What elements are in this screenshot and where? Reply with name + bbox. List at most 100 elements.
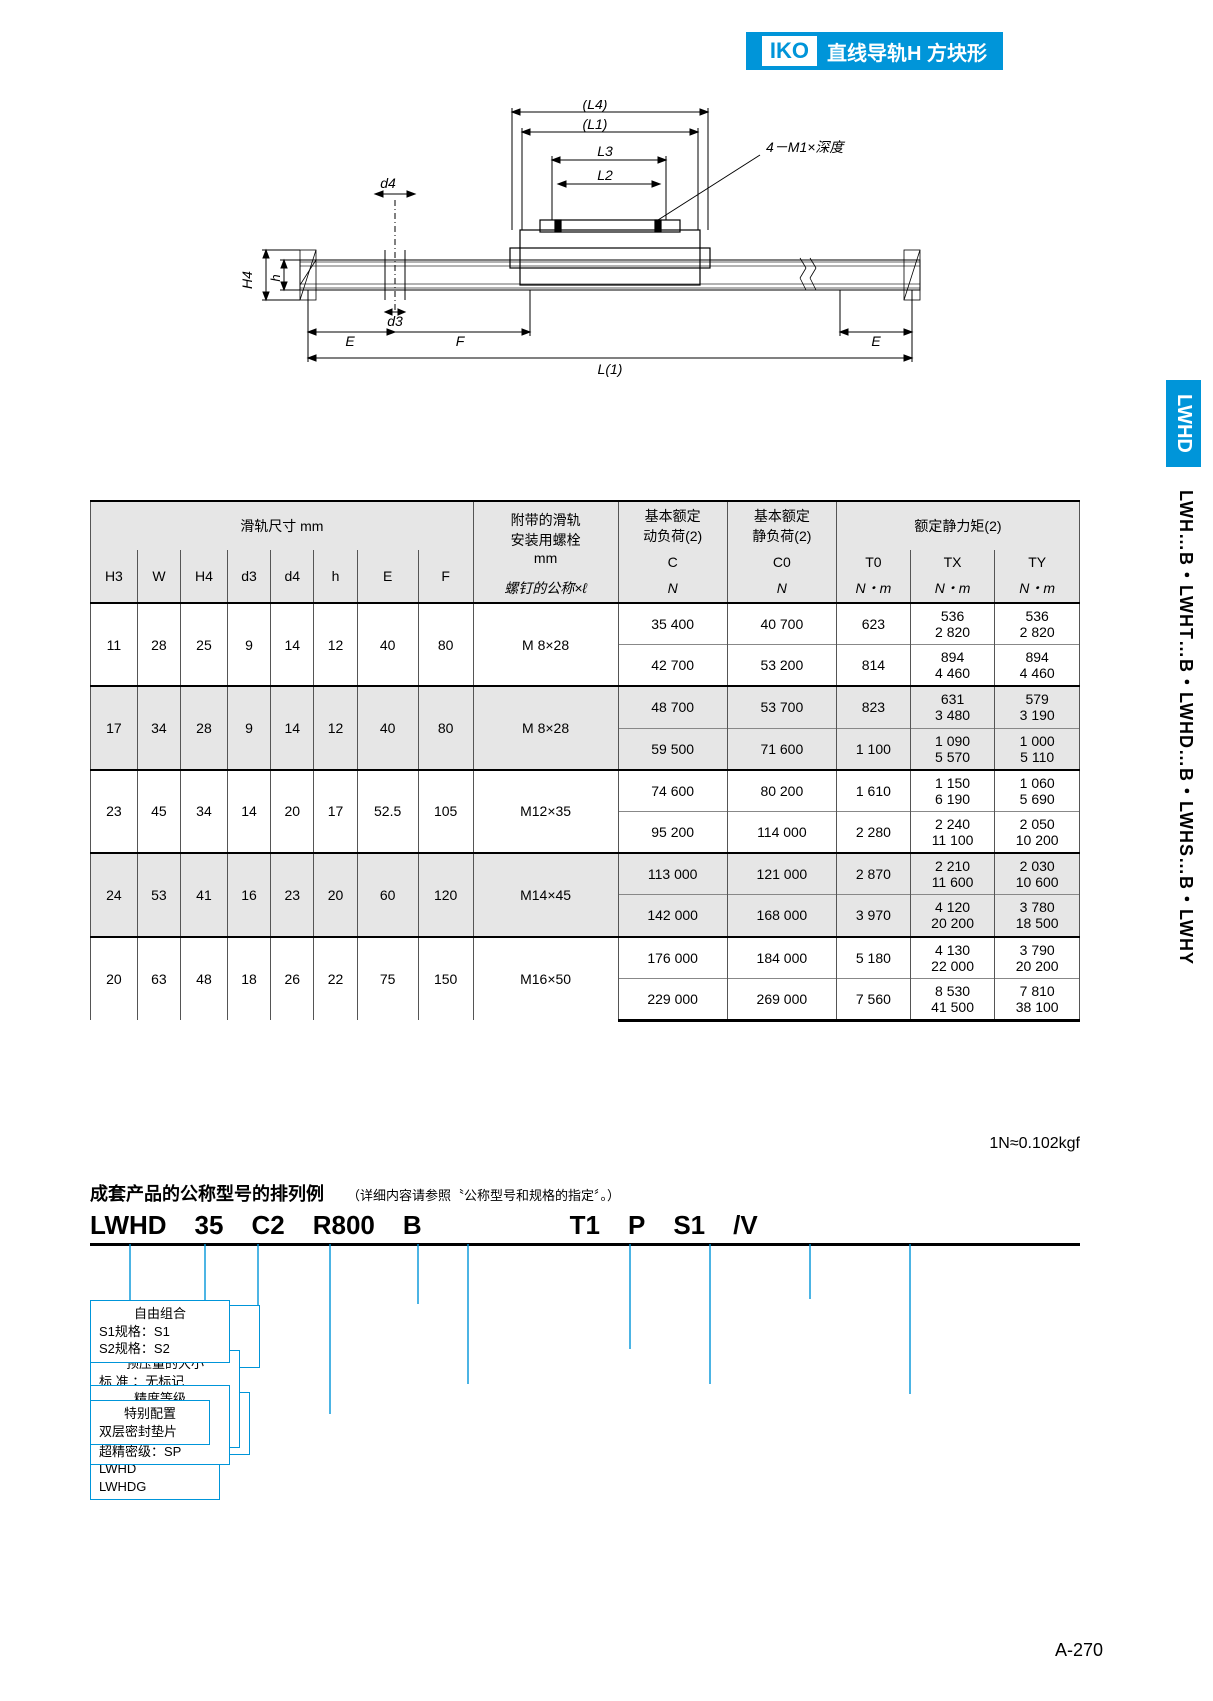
svg-text:d3: d3 xyxy=(387,313,403,329)
cell-d4: 20 xyxy=(271,770,314,853)
svg-text:L(1): L(1) xyxy=(598,361,623,377)
seg-T: T1 xyxy=(570,1210,600,1241)
cell-W: 28 xyxy=(137,603,180,686)
cell-TY: 3 78018 500 xyxy=(995,895,1080,937)
seg-B: B xyxy=(403,1210,422,1241)
svg-text:4－M1×深度: 4－M1×深度 xyxy=(766,139,845,155)
cell-H4: 41 xyxy=(181,853,228,936)
cell-T0: 3 970 xyxy=(836,895,910,937)
cell-H3: 24 xyxy=(91,853,138,936)
col-TX: TX xyxy=(910,550,995,574)
cell-d4: 26 xyxy=(271,937,314,1021)
seg-S: S1 xyxy=(673,1210,705,1241)
svg-text:E: E xyxy=(345,333,355,349)
cell-C0: 269 000 xyxy=(727,978,836,1020)
cell-W: 53 xyxy=(137,853,180,936)
cell-C0: 114 000 xyxy=(727,811,836,853)
cell-h: 22 xyxy=(314,937,357,1021)
cell-TX: 8 53041 500 xyxy=(910,978,995,1020)
cell-C0: 184 000 xyxy=(727,937,836,979)
cell-F: 80 xyxy=(418,603,473,686)
svg-text:(L1): (L1) xyxy=(583,116,608,132)
cell-TY: 5793 190 xyxy=(995,686,1080,728)
cell-T0: 7 560 xyxy=(836,978,910,1020)
cell-TY: 7 81038 100 xyxy=(995,978,1080,1020)
svg-text:L3: L3 xyxy=(597,143,613,159)
col-C0sym: C0 xyxy=(727,550,836,574)
header-title: 直线导轨H 方块形 xyxy=(827,37,987,66)
cell-W: 63 xyxy=(137,937,180,1021)
cell-C: 59 500 xyxy=(618,728,727,770)
col-E: E xyxy=(357,550,418,603)
col-T0-unit: N・m xyxy=(836,574,910,603)
cell-C: 48 700 xyxy=(618,686,727,728)
cell-H3: 11 xyxy=(91,603,138,686)
cell-H3: 23 xyxy=(91,770,138,853)
cell-T0: 1 610 xyxy=(836,770,910,812)
svg-text:(L4): (L4) xyxy=(583,100,608,112)
cell-E: 60 xyxy=(357,853,418,936)
model-row: LWHD 35 C2 R800 B T1 P S1 /V xyxy=(90,1210,1080,1246)
cell-d3: 18 xyxy=(227,937,270,1021)
col-Csym: C xyxy=(618,550,727,574)
cell-W: 45 xyxy=(137,770,180,853)
col-h: h xyxy=(314,550,357,603)
cell-T0: 814 xyxy=(836,645,910,687)
page-header: IKO 直线导轨H 方块形 xyxy=(746,32,1003,70)
cell-TX: 2 24011 100 xyxy=(910,811,995,853)
cell-d4: 14 xyxy=(271,686,314,769)
side-series-list: LWH…B・LWHT…B・LWHD…B・LWHS…B・LWHY xyxy=(1173,490,1199,965)
cell-TY: 2 05010 200 xyxy=(995,811,1080,853)
cell-H4: 25 xyxy=(181,603,228,686)
cell-C0: 53 700 xyxy=(727,686,836,728)
cell-H4: 28 xyxy=(181,686,228,769)
cell-TX: 1 0905 570 xyxy=(910,728,995,770)
col-TY-unit: N・m xyxy=(995,574,1080,603)
model-title: 成套产品的公称型号的排列例 （详细内容请参照〝公称型号和规格的指定〞。） xyxy=(90,1180,620,1206)
cell-TX: 4 13022 000 xyxy=(910,937,995,979)
col-rail-dims: 滑轨尺寸 mm xyxy=(91,501,474,550)
col-W: W xyxy=(137,550,180,603)
col-C-title: 基本额定 动负荷(2) xyxy=(618,501,727,550)
cell-TY: 1 0605 690 xyxy=(995,770,1080,812)
cell-E: 40 xyxy=(357,686,418,769)
spec-table: 滑轨尺寸 mm 附带的滑轨 安装用螺栓 mm 基本额定 动负荷(2) 基本额定 … xyxy=(90,500,1080,1022)
cell-bolt: M 8×28 xyxy=(473,603,618,686)
cell-TY: 1 0005 110 xyxy=(995,728,1080,770)
cell-F: 80 xyxy=(418,686,473,769)
cell-TY: 8944 460 xyxy=(995,645,1080,687)
cell-TX: 1 1506 190 xyxy=(910,770,995,812)
cell-bolt: M14×45 xyxy=(473,853,618,936)
cell-E: 52.5 xyxy=(357,770,418,853)
col-bolt: 附带的滑轨 安装用螺栓 mm xyxy=(473,501,618,574)
col-bolt-sub: 螺钉的公称×ℓ xyxy=(473,574,618,603)
col-TX-unit: N・m xyxy=(910,574,995,603)
seg-count: C2 xyxy=(251,1210,284,1241)
cell-d4: 14 xyxy=(271,603,314,686)
col-TY: TY xyxy=(995,550,1080,574)
seg-P: P xyxy=(628,1210,645,1241)
cell-T0: 2 870 xyxy=(836,853,910,895)
cell-T0: 623 xyxy=(836,603,910,645)
page-number: A-270 xyxy=(1055,1640,1103,1661)
cell-d3: 16 xyxy=(227,853,270,936)
cell-F: 120 xyxy=(418,853,473,936)
col-C0-unit: N xyxy=(727,574,836,603)
unit-footnote: 1N≈0.102kgf xyxy=(90,1135,1080,1153)
seg-series: LWHD xyxy=(90,1210,167,1241)
cell-C: 142 000 xyxy=(618,895,727,937)
cell-H4: 34 xyxy=(181,770,228,853)
cell-h: 12 xyxy=(314,686,357,769)
cell-H3: 20 xyxy=(91,937,138,1021)
cell-C: 42 700 xyxy=(618,645,727,687)
cell-h: 17 xyxy=(314,770,357,853)
col-C-unit: N xyxy=(618,574,727,603)
iko-logo: IKO xyxy=(762,36,817,66)
cell-TX: 2 21011 600 xyxy=(910,853,995,895)
diagram-svg: (L4) (L1) L3 L2 4－M1×深度 d4 d3 E F E L(1)… xyxy=(240,100,960,380)
cell-TX: 8944 460 xyxy=(910,645,995,687)
cell-d3: 9 xyxy=(227,686,270,769)
cell-bolt: M 8×28 xyxy=(473,686,618,769)
cell-C: 113 000 xyxy=(618,853,727,895)
cell-C: 95 200 xyxy=(618,811,727,853)
